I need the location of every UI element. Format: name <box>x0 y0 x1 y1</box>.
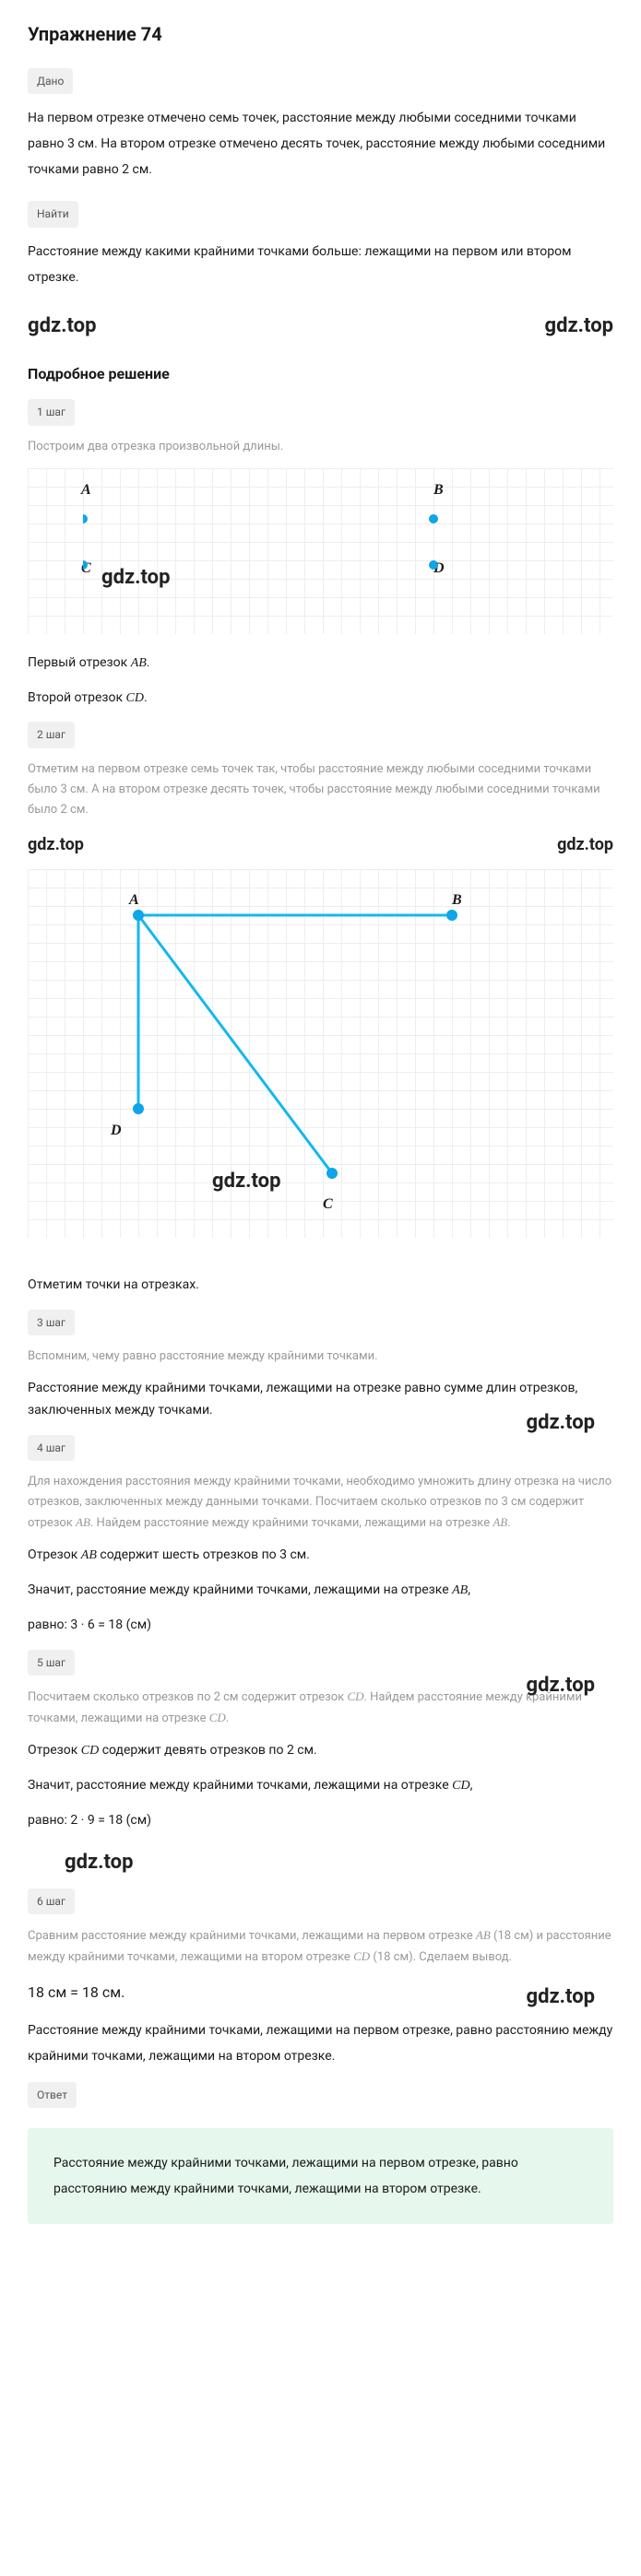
find-text: Расстояние между какими крайними точками… <box>28 239 613 290</box>
badge-step5: 5 шаг <box>28 1650 75 1676</box>
math: CD <box>81 1744 99 1758</box>
text: , <box>468 1582 470 1597</box>
text: Второй отрезок <box>28 690 126 705</box>
badge-step6: 6 шаг <box>28 1888 75 1914</box>
text: равно: <box>28 1813 70 1828</box>
step6-concl: Расстояние между крайними точками, лежащ… <box>28 2017 613 2069</box>
watermark: gdz.top <box>527 1406 595 1440</box>
math: CD <box>353 1949 370 1963</box>
text: равно: <box>28 1617 70 1632</box>
step1-desc: Построим два отрезка произвольной длины. <box>28 437 613 457</box>
text: Значит, расстояние между крайними точкам… <box>28 1778 452 1793</box>
math: AB <box>81 1548 97 1562</box>
watermark-row: gdz.top gdz.top <box>28 831 613 860</box>
step6-desc: Сравним расстояние между крайними точкам… <box>28 1925 613 1968</box>
text: Посчитаем сколько отрезков по 2 см содер… <box>28 1690 347 1704</box>
watermark: gdz.top <box>65 1845 613 1879</box>
text: Отрезок <box>28 1547 81 1562</box>
math: AB <box>131 656 147 670</box>
step1-after2: Второй отрезок CD. <box>28 688 613 710</box>
page-title: Упражнение 74 <box>28 18 613 50</box>
answer-box: Расстояние между крайними точками, лежащ… <box>28 2128 613 2224</box>
watermark: gdz.top <box>527 1668 595 1702</box>
text: . <box>147 655 150 670</box>
badge-step4: 4 шаг <box>28 1435 75 1461</box>
math: AB <box>493 1515 507 1529</box>
step5-t1: Отрезок CD содержит девять отрезков по 2… <box>28 1740 613 1762</box>
step4-t2: Значит, расстояние между крайними точкам… <box>28 1580 613 1602</box>
watermark-row: gdz.top gdz.top <box>28 309 613 343</box>
watermark: gdz.top <box>557 831 613 860</box>
step1-figure: A B C D gdz.top <box>28 468 613 634</box>
text: , <box>470 1778 473 1793</box>
math: 2 · 9 = 18 <box>70 1813 123 1828</box>
step4-t1: Отрезок AB содержит шесть отрезков по 3 … <box>28 1545 613 1567</box>
text: . Найдем расстояние между крайними точка… <box>90 1516 493 1530</box>
solution-title: Подробное решение <box>28 361 613 386</box>
badge-step3: 3 шаг <box>28 1310 75 1335</box>
step5-t2: Значит, расстояние между крайними точкам… <box>28 1775 613 1797</box>
text: содержит шесть отрезков по 3 см. <box>97 1547 310 1562</box>
watermark: gdz.top <box>545 309 613 343</box>
badge-answer: Ответ <box>28 2082 77 2108</box>
text: . <box>226 1711 229 1725</box>
math: AB <box>476 1928 491 1942</box>
text: ). Сделаем вывод. <box>409 1950 512 1964</box>
badge-step1: 1 шаг <box>28 399 75 425</box>
step3-desc: Вспомним, чему равно расстояние между кр… <box>28 1347 613 1367</box>
step4-desc: Для нахождения расстояния между крайними… <box>28 1472 613 1534</box>
text: . <box>507 1516 510 1530</box>
math: AB <box>452 1583 468 1597</box>
answer-text: Расстояние между крайними точками, лежащ… <box>53 2156 518 2196</box>
watermark: gdz.top <box>101 560 170 594</box>
watermark: gdz.top <box>28 309 96 343</box>
text: Отрезок <box>28 1743 81 1758</box>
text: 18 см <box>377 1950 409 1964</box>
text: Сравним расстояние между крайними точкам… <box>28 1929 476 1943</box>
step2-figure: A B D C gdz.top <box>28 869 613 1238</box>
badge-step2: 2 шаг <box>28 722 75 747</box>
math: CD <box>347 1689 363 1703</box>
step2-desc: Отметим на первом отрезке семь точек так… <box>28 759 613 820</box>
text: . <box>144 690 148 705</box>
math: CD <box>209 1711 226 1724</box>
math: CD <box>452 1779 469 1793</box>
step1-after1: Первый отрезок AB. <box>28 653 613 675</box>
math: CD <box>126 691 144 705</box>
step2-after: Отметим точки на отрезках. <box>28 1275 613 1297</box>
watermark: gdz.top <box>28 831 84 860</box>
watermark: gdz.top <box>527 1980 595 2014</box>
math: AB <box>76 1515 90 1529</box>
step4-t3: равно: 3 · 6 = 18 (см) <box>28 1615 613 1637</box>
given-text: На первом отрезке отмечено семь точек, р… <box>28 105 613 182</box>
text: Значит, расстояние между крайними точкам… <box>28 1582 452 1597</box>
text: 18 см <box>497 1929 528 1943</box>
text: Первый отрезок <box>28 655 131 670</box>
badge-find: Найти <box>28 201 78 227</box>
text: (см) <box>123 1617 151 1632</box>
math: 3 · 6 = 18 <box>70 1617 123 1632</box>
step5-t3: равно: 2 · 9 = 18 (см) <box>28 1810 613 1832</box>
text: содержит девять отрезков по 2 см. <box>99 1743 316 1758</box>
text: ( <box>370 1950 377 1964</box>
text: (см) <box>123 1813 151 1828</box>
watermark: gdz.top <box>212 1164 280 1198</box>
badge-given: Дано <box>28 68 73 94</box>
